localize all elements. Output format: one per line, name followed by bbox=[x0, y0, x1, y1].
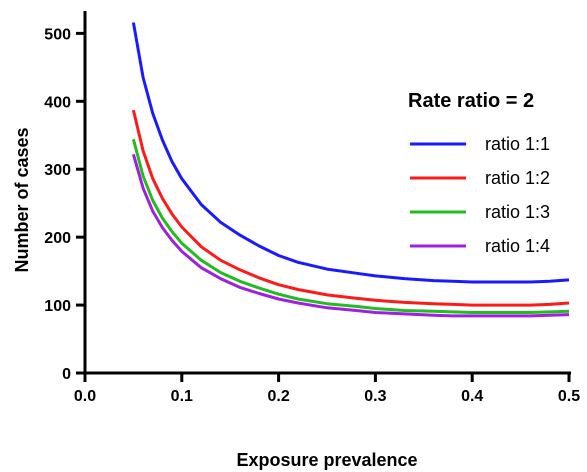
legend-label: ratio 1:3 bbox=[485, 202, 550, 222]
axes bbox=[83, 11, 571, 375]
y-axis-title: Number of cases bbox=[12, 127, 32, 272]
y-tick-label: 400 bbox=[44, 94, 71, 111]
x-tick-label: 0.0 bbox=[74, 388, 96, 405]
x-tick-label: 0.5 bbox=[558, 388, 580, 405]
y-tick-label: 300 bbox=[44, 162, 71, 179]
x-tick-label: 0.1 bbox=[171, 388, 193, 405]
x-axis-title: Exposure prevalence bbox=[236, 450, 417, 470]
x-tick-label: 0.3 bbox=[364, 388, 386, 405]
series-line-1 bbox=[131, 22, 570, 284]
legend-label: ratio 1:4 bbox=[485, 236, 550, 256]
y-tick-label: 500 bbox=[44, 26, 71, 43]
x-tick-label: 0.2 bbox=[267, 388, 289, 405]
y-tick-label: 0 bbox=[62, 366, 71, 383]
legend-label: ratio 1:2 bbox=[485, 168, 550, 188]
series-line-4 bbox=[131, 153, 570, 318]
x-tick-label: 0.4 bbox=[461, 388, 483, 405]
y-tick-label: 100 bbox=[44, 298, 71, 315]
ticks: 0.0 0.1 0.2 0.3 0.4 0.5 0 100 200 300 400 500 bbox=[44, 26, 580, 405]
plot-lines bbox=[131, 22, 570, 318]
series-line-2 bbox=[131, 109, 570, 307]
legend-label: ratio 1:1 bbox=[485, 134, 550, 154]
y-tick-label: 200 bbox=[44, 230, 71, 247]
legend-title: Rate ratio = 2 bbox=[408, 90, 534, 112]
series-line-3 bbox=[131, 138, 570, 314]
legend: Rate ratio = 2 ratio 1:1 ratio 1:2 ratio 1… bbox=[408, 90, 550, 256]
